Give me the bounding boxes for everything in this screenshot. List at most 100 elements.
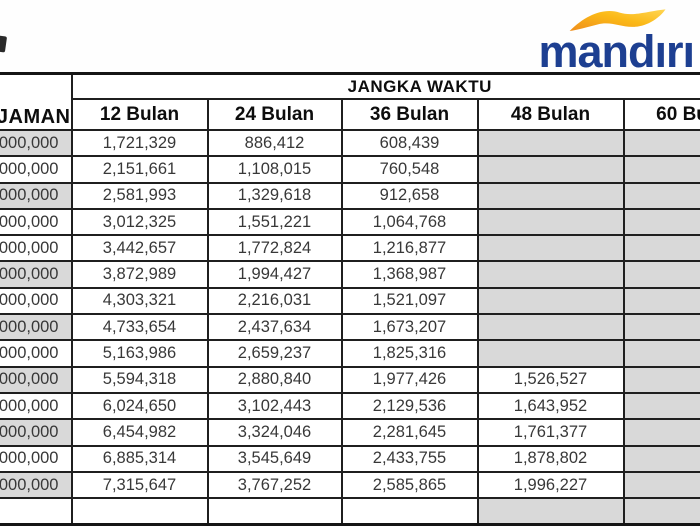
- loan-amount-cell: 70,000,000: [0, 393, 72, 419]
- installment-cell: 2,129,536: [342, 393, 478, 419]
- installment-cell: 608,439: [342, 130, 478, 156]
- group-header-row: PINJAMAN JANGKA WAKTU: [0, 74, 700, 100]
- table-row: 75,000,0006,454,9823,324,0462,281,6451,7…: [0, 419, 700, 445]
- column-header-row: 12 Bulan 24 Bulan 36 Bulan 48 Bulan 60 B…: [0, 99, 700, 130]
- installment-cell: 1,878,802: [478, 446, 624, 472]
- installment-cell: 912,658: [342, 183, 478, 209]
- col-header-48-bulan: 48 Bulan: [478, 99, 624, 130]
- installment-cell: 2,581,993: [72, 183, 208, 209]
- installment-cell: 4,733,654: [72, 314, 208, 340]
- installment-cell: 2,659,237: [208, 340, 342, 366]
- loan-amount-cell: 20,000,000: [0, 130, 72, 156]
- installment-cell: [624, 209, 700, 235]
- installment-cell: 1,329,618: [208, 183, 342, 209]
- installment-cell: 2,585,865: [342, 472, 478, 498]
- loan-amount-cell: 50,000,000: [0, 288, 72, 314]
- col-header-12-bulan: 12 Bulan: [72, 99, 208, 130]
- installment-table: PINJAMAN JANGKA WAKTU 12 Bulan 24 Bulan …: [0, 72, 700, 526]
- installment-cell: [478, 288, 624, 314]
- installment-cell: 1,825,316: [342, 340, 478, 366]
- table-row: 65,000,0005,594,3182,880,8401,977,4261,5…: [0, 367, 700, 393]
- installment-cell: 5,163,986: [72, 340, 208, 366]
- installment-cell: [208, 498, 342, 524]
- installment-cell: 886,412: [208, 130, 342, 156]
- loan-amount-cell: 55,000,000: [0, 314, 72, 340]
- installment-cell: 7,315,647: [72, 472, 208, 498]
- installment-cell: [478, 156, 624, 182]
- installment-cell: [342, 498, 478, 524]
- installment-cell: 1,368,987: [342, 261, 478, 287]
- installment-cell: [624, 498, 700, 524]
- installment-cell: [624, 472, 700, 498]
- mandiri-logo: mandırı: [434, 2, 694, 66]
- installment-cell: 1,772,824: [208, 235, 342, 261]
- installment-cell: [624, 340, 700, 366]
- installment-cell: [624, 446, 700, 472]
- installment-cell: 1,994,427: [208, 261, 342, 287]
- loan-amount-cell: 60,000,000: [0, 340, 72, 366]
- installment-cell: 6,454,982: [72, 419, 208, 445]
- installment-cell: 1,551,221: [208, 209, 342, 235]
- installment-cell: [478, 183, 624, 209]
- installment-cell: [478, 340, 624, 366]
- installment-cell: 1,216,877: [342, 235, 478, 261]
- installment-cell: [478, 261, 624, 287]
- table-row-partial: [0, 498, 700, 524]
- installment-cell: 2,437,634: [208, 314, 342, 340]
- left-edge-artifact: [0, 35, 7, 52]
- installment-cell: [624, 314, 700, 340]
- loan-amount-cell: 35,000,000: [0, 209, 72, 235]
- installment-cell: 1,721,329: [72, 130, 208, 156]
- installment-cell: [478, 209, 624, 235]
- installment-cell: 6,885,314: [72, 446, 208, 472]
- installment-cell: 2,151,661: [72, 156, 208, 182]
- installment-cell: 6,024,650: [72, 393, 208, 419]
- installment-cell: 1,526,527: [478, 367, 624, 393]
- mandiri-logo-text: mandırı: [434, 29, 694, 74]
- installment-cell: [478, 235, 624, 261]
- table-row: 85,000,0007,315,6473,767,2522,585,8651,9…: [0, 472, 700, 498]
- installment-cell: 2,281,645: [342, 419, 478, 445]
- installment-cell: [624, 261, 700, 287]
- loan-amount-cell: 75,000,000: [0, 419, 72, 445]
- installment-cell: 3,324,046: [208, 419, 342, 445]
- loan-amount-cell: 45,000,000: [0, 261, 72, 287]
- installment-cell: 760,548: [342, 156, 478, 182]
- installment-cell: 2,433,755: [342, 446, 478, 472]
- col-header-24-bulan: 24 Bulan: [208, 99, 342, 130]
- installment-cell: 3,545,649: [208, 446, 342, 472]
- loan-amount-cell: 40,000,000: [0, 235, 72, 261]
- tenor-group-header: JANGKA WAKTU: [72, 74, 700, 100]
- installment-cell: 2,216,031: [208, 288, 342, 314]
- installment-cell: 1,673,207: [342, 314, 478, 340]
- table-row: 80,000,0006,885,3143,545,6492,433,7551,8…: [0, 446, 700, 472]
- installment-cell: [624, 393, 700, 419]
- table-row: 70,000,0006,024,6503,102,4432,129,5361,6…: [0, 393, 700, 419]
- installment-cell: 1,977,426: [342, 367, 478, 393]
- installment-cell: 3,012,325: [72, 209, 208, 235]
- installment-cell: [72, 498, 208, 524]
- installment-cell: 1,064,768: [342, 209, 478, 235]
- loan-amount-cell: [0, 498, 72, 524]
- installment-cell: 3,442,657: [72, 235, 208, 261]
- installment-cell: [624, 183, 700, 209]
- col-header-36-bulan: 36 Bulan: [342, 99, 478, 130]
- installment-cell: 3,767,252: [208, 472, 342, 498]
- installment-cell: 1,643,952: [478, 393, 624, 419]
- installment-cell: 1,108,015: [208, 156, 342, 182]
- loan-amount-cell: 30,000,000: [0, 183, 72, 209]
- loan-amount-header: PINJAMAN: [0, 74, 72, 131]
- installment-cell: 1,996,227: [478, 472, 624, 498]
- installment-cell: [624, 367, 700, 393]
- installment-cell: [478, 498, 624, 524]
- installment-cell: 3,872,989: [72, 261, 208, 287]
- installment-cell: [624, 130, 700, 156]
